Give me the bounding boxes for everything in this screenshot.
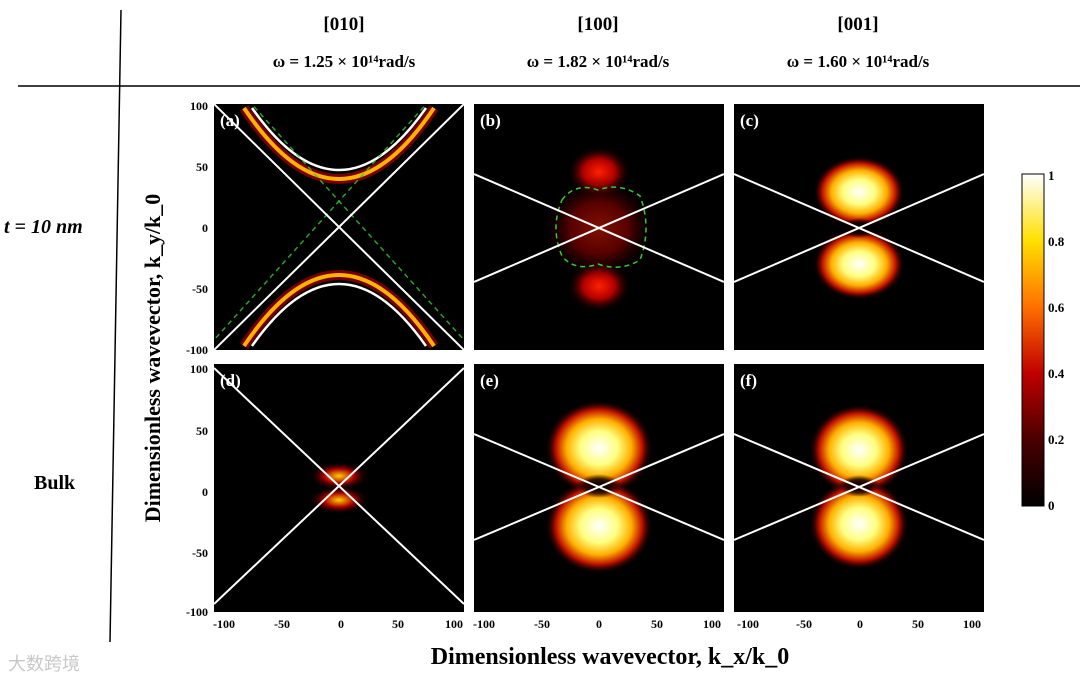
x-tick-c-50: 50 [912,617,924,631]
panel-d [214,364,464,612]
row-label-thin-film: t = 10 nm [4,216,83,238]
x-tick-c-neg100: -100 [737,617,759,631]
colorbar-tick-0.4: 0.4 [1048,366,1065,381]
x-tick-a-neg100: -100 [213,617,235,631]
x-tick-c-0: 0 [857,617,863,631]
y-tick-top-neg100: -100 [186,343,208,357]
colorbar-tick-0.8: 0.8 [1048,234,1065,249]
y-tick-bottom-0: 0 [202,485,208,499]
column-title-001: [001] [837,14,879,35]
y-tick-bottom-50: 50 [196,424,208,438]
panel-a [214,104,464,350]
panel-label-e: (e) [480,371,499,390]
colorbar-tick-1: 1 [1048,168,1055,183]
x-tick-a-50: 50 [392,617,404,631]
row-label-separator-line [109,9,122,643]
y-tick-bottom-neg50: -50 [192,546,208,560]
panel-label-a: (a) [220,111,240,130]
x-tick-b-neg50: -50 [534,617,550,631]
x-axis-title: Dimensionless wavevector, k_x/k_0 [431,644,789,670]
column-frequency-100: ω = 1.82 × 10¹⁴rad/s [526,52,670,71]
x-tick-a-100: 100 [445,617,463,631]
column-title-010: [010] [323,14,365,35]
panel-label-b: (b) [480,111,501,130]
panel-label-d: (d) [220,371,241,390]
x-tick-b-100: 100 [703,617,721,631]
panel-b [474,104,724,350]
y-axis-title: Dimensionless wavevector, k_y/k_0 [140,194,165,523]
y-tick-top-0: 0 [202,221,208,235]
y-tick-bottom-neg100: -100 [186,605,208,619]
x-tick-b-50: 50 [651,617,663,631]
panel-label-f: (f) [740,371,757,390]
colorbar [1021,173,1045,507]
panel-c [734,104,984,350]
x-tick-a-neg50: -50 [274,617,290,631]
colorbar-tick-0.2: 0.2 [1048,432,1064,447]
panel-e [474,364,724,612]
watermark: 大数跨境 [8,654,80,675]
x-tick-c-100: 100 [963,617,981,631]
column-frequency-001: ω = 1.60 × 10¹⁴rad/s [786,52,930,71]
x-tick-c-neg50: -50 [796,617,812,631]
panel-label-c: (c) [740,111,759,130]
y-tick-top-100: 100 [190,99,208,113]
column-frequency-010: ω = 1.25 × 10¹⁴rad/s [272,52,416,71]
row-label-bulk: Bulk [34,472,76,494]
y-tick-top-neg50: -50 [192,282,208,296]
colorbar-tick-0.6: 0.6 [1048,300,1065,315]
y-tick-bottom-100: 100 [190,362,208,376]
x-tick-a-0: 0 [338,617,344,631]
panel-f [734,364,984,612]
colorbar-tick-0: 0 [1048,498,1055,513]
x-tick-b-neg100: -100 [473,617,495,631]
x-tick-b-0: 0 [596,617,602,631]
y-tick-top-50: 50 [196,160,208,174]
column-title-100: [100] [577,14,619,35]
